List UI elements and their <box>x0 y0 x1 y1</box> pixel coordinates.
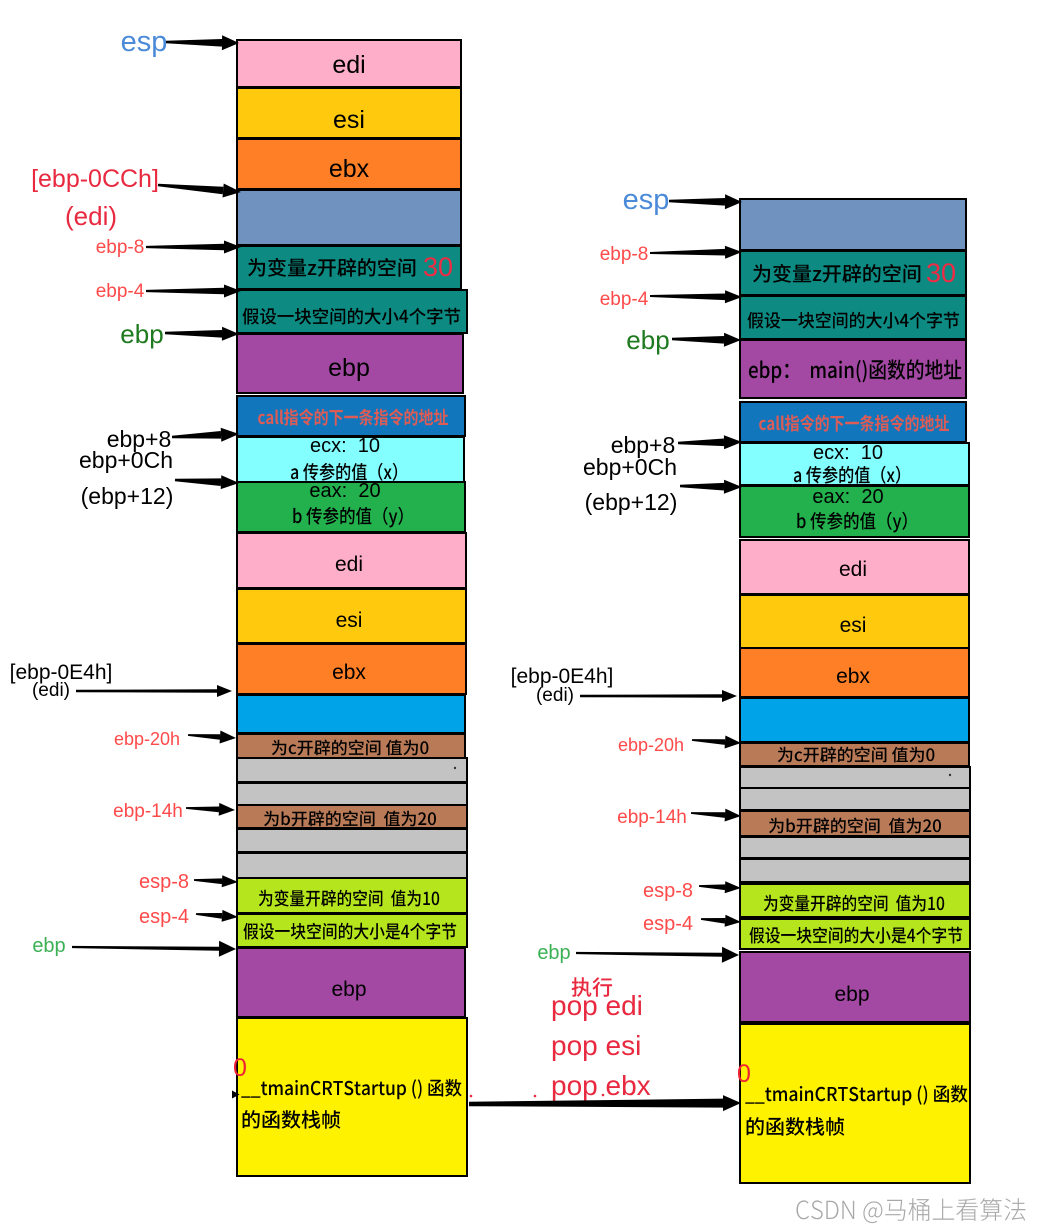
svg-text:esp-4: esp-4 <box>643 913 693 935</box>
svg-text:edi: edi <box>839 558 867 581</box>
svg-text:esp-8: esp-8 <box>139 871 189 893</box>
svg-text:0: 0 <box>233 1054 247 1082</box>
svg-text:ebp-8: ebp-8 <box>96 237 145 258</box>
svg-text:ebp-4: ebp-4 <box>600 289 649 310</box>
svg-text:ebp: ebp <box>328 354 370 382</box>
svg-text:ebp-14h: ebp-14h <box>617 807 687 828</box>
svg-text:eax: 20: eax: 20 <box>812 486 883 508</box>
svg-text:ecx: 10: ecx: 10 <box>310 435 380 457</box>
svg-text:esp: esp <box>623 184 670 216</box>
svg-text:ebp: ebp <box>834 983 869 1006</box>
svg-text:[ebp-0E4h]: [ebp-0E4h] <box>511 665 614 688</box>
svg-text:ebp+0Ch: ebp+0Ch <box>583 454 677 480</box>
svg-text:ebp: ebp <box>120 319 163 349</box>
svg-text:esp: esp <box>121 26 168 58</box>
svg-text:[ebp-0CCh]: [ebp-0CCh] <box>31 165 159 193</box>
svg-text:ecx: 10: ecx: 10 <box>813 442 883 464</box>
svg-text:ebp: ebp <box>537 942 570 964</box>
svg-text:pop ebx: pop ebx <box>551 1070 651 1101</box>
svg-text:ebp: ebp <box>626 325 669 355</box>
svg-text:ebp+8: ebp+8 <box>107 426 172 452</box>
svg-text:ebp-20h: ebp-20h <box>114 729 180 749</box>
svg-text:esi: esi <box>333 106 365 134</box>
svg-text:esi: esi <box>336 609 363 632</box>
svg-text:pop edi: pop edi <box>551 990 643 1021</box>
svg-text:pop esi: pop esi <box>551 1030 641 1061</box>
svg-text:esp-4: esp-4 <box>139 906 189 928</box>
svg-text:edi: edi <box>335 553 363 576</box>
svg-text:30: 30 <box>926 258 956 288</box>
svg-text:ebx: ebx <box>332 661 366 684</box>
svg-text:ebp+0Ch: ebp+0Ch <box>79 447 173 473</box>
svg-text:ebx: ebx <box>836 665 870 688</box>
svg-text:ebp: ebp <box>32 935 65 957</box>
svg-text:ebp-14h: ebp-14h <box>113 801 183 822</box>
svg-text:(ebp+12): (ebp+12) <box>81 483 174 509</box>
svg-text:ebx: ebx <box>329 155 370 183</box>
svg-text:(ebp+12): (ebp+12) <box>585 489 678 515</box>
svg-text:ebp+8: ebp+8 <box>611 432 676 458</box>
svg-text:ebp-8: ebp-8 <box>600 244 649 265</box>
svg-text:ebp: ebp <box>331 978 366 1001</box>
svg-text:ebp-20h: ebp-20h <box>618 735 684 755</box>
svg-text:(edi): (edi) <box>536 685 574 706</box>
svg-text:(edi): (edi) <box>32 680 70 701</box>
svg-text:[ebp-0E4h]: [ebp-0E4h] <box>10 661 113 684</box>
svg-text:edi: edi <box>332 51 365 79</box>
svg-text:30: 30 <box>423 252 453 282</box>
svg-text:0: 0 <box>737 1060 751 1088</box>
svg-text:esi: esi <box>840 614 867 637</box>
svg-text:eax: 20: eax: 20 <box>309 480 380 502</box>
svg-text:(edi): (edi) <box>65 201 117 231</box>
svg-text:esp-8: esp-8 <box>643 880 693 902</box>
svg-text:ebp-4: ebp-4 <box>96 281 145 302</box>
